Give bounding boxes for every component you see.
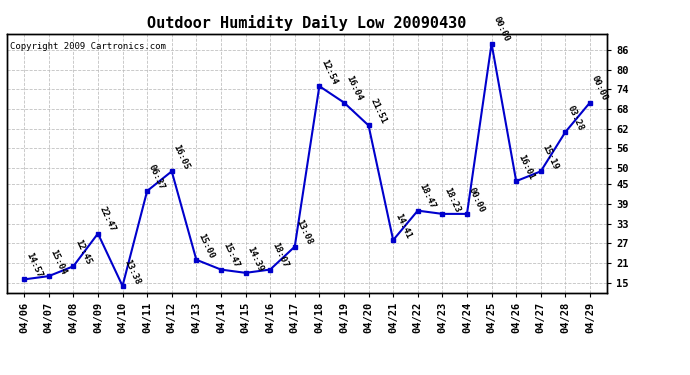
Text: Copyright 2009 Cartronics.com: Copyright 2009 Cartronics.com xyxy=(10,42,166,51)
Text: 15:04: 15:04 xyxy=(49,248,68,276)
Text: 15:00: 15:00 xyxy=(197,232,216,260)
Text: 21:51: 21:51 xyxy=(368,97,388,126)
Text: 12:54: 12:54 xyxy=(319,58,339,86)
Text: 03:28: 03:28 xyxy=(565,104,585,132)
Text: 16:01: 16:01 xyxy=(516,153,535,181)
Text: 18:47: 18:47 xyxy=(417,183,437,211)
Text: 14:41: 14:41 xyxy=(393,212,413,240)
Text: 00:00: 00:00 xyxy=(467,186,486,214)
Text: 14:39: 14:39 xyxy=(246,245,265,273)
Text: 16:05: 16:05 xyxy=(172,143,191,171)
Text: 13:38: 13:38 xyxy=(123,258,142,286)
Text: 14:57: 14:57 xyxy=(24,251,43,279)
Text: 15:19: 15:19 xyxy=(541,143,560,171)
Text: 00:00: 00:00 xyxy=(590,74,609,102)
Text: 16:04: 16:04 xyxy=(344,74,364,102)
Text: 00:00: 00:00 xyxy=(491,15,511,44)
Text: 18:07: 18:07 xyxy=(270,242,290,270)
Title: Outdoor Humidity Daily Low 20090430: Outdoor Humidity Daily Low 20090430 xyxy=(148,15,466,31)
Text: 22:47: 22:47 xyxy=(98,206,117,234)
Text: 15:47: 15:47 xyxy=(221,242,240,270)
Text: 12:45: 12:45 xyxy=(73,238,93,266)
Text: 13:08: 13:08 xyxy=(295,219,314,247)
Text: 06:37: 06:37 xyxy=(147,163,167,191)
Text: 18:23: 18:23 xyxy=(442,186,462,214)
